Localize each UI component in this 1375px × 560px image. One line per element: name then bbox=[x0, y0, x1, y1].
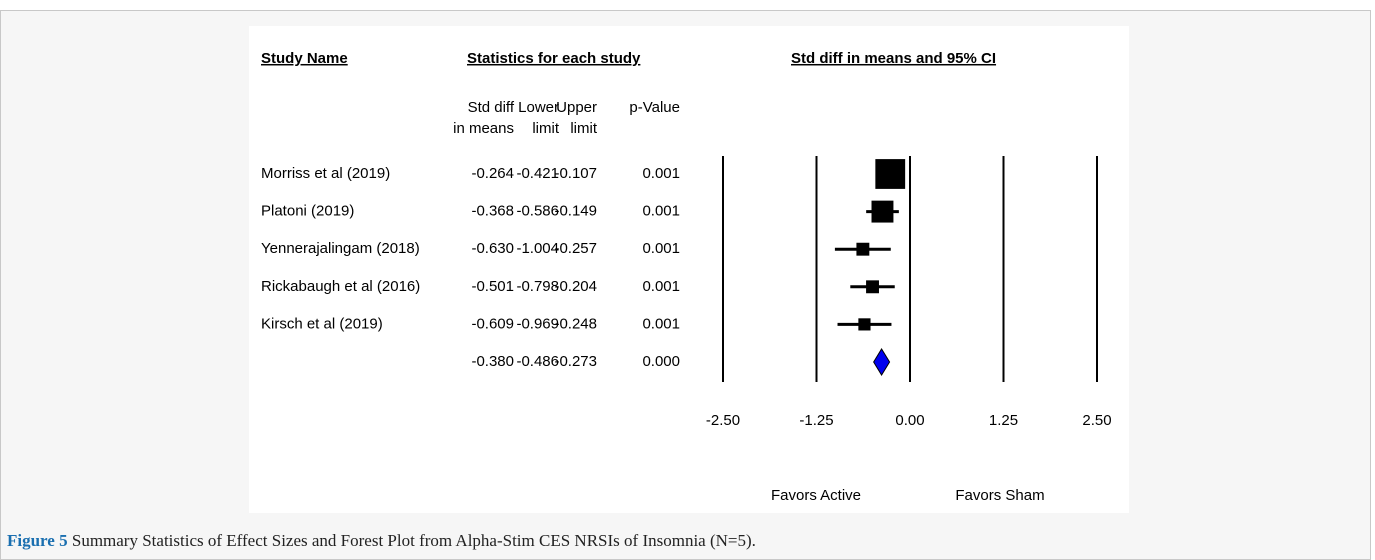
column-header: Lower bbox=[518, 99, 559, 116]
study-name: Rickabaugh et al (2016) bbox=[261, 278, 420, 295]
cell-value: -0.257 bbox=[554, 240, 597, 257]
column-header: limit bbox=[532, 120, 559, 137]
cell-value: 0.000 bbox=[642, 353, 680, 370]
cell-value: -0.609 bbox=[471, 315, 514, 332]
cell-value: 0.001 bbox=[642, 203, 680, 220]
study-name: Platoni (2019) bbox=[261, 203, 354, 220]
cell-value: 0.001 bbox=[642, 315, 680, 332]
cell-value: -0.204 bbox=[554, 278, 597, 295]
column-header: Upper bbox=[556, 99, 597, 116]
effect-square bbox=[858, 318, 871, 331]
favors-label: Favors Sham bbox=[955, 487, 1044, 504]
favors-label: Favors Active bbox=[771, 487, 861, 504]
cell-value: -0.107 bbox=[554, 165, 597, 182]
cell-value: -0.421 bbox=[516, 165, 559, 182]
cell-value: -0.368 bbox=[471, 203, 514, 220]
cell-value: -0.501 bbox=[471, 278, 514, 295]
cell-value: -0.149 bbox=[554, 203, 597, 220]
study-name: Morriss et al (2019) bbox=[261, 165, 390, 182]
cell-value: -0.969 bbox=[516, 315, 559, 332]
cell-value: -0.264 bbox=[471, 165, 514, 182]
caption-label: Figure 5 bbox=[7, 531, 68, 550]
cell-value: 0.001 bbox=[642, 278, 680, 295]
cell-value: 0.001 bbox=[642, 165, 680, 182]
x-tick-label: 0.00 bbox=[895, 412, 924, 429]
cell-value: -0.273 bbox=[554, 353, 597, 370]
header: Std diff in means and 95% CI bbox=[791, 50, 996, 67]
cell-value: -0.798 bbox=[516, 278, 559, 295]
column-header: Std diff bbox=[468, 99, 515, 116]
x-tick-label: -2.50 bbox=[706, 412, 740, 429]
study-name: Yennerajalingam (2018) bbox=[261, 240, 420, 257]
column-header: in means bbox=[453, 120, 514, 137]
column-header: p-Value bbox=[629, 99, 680, 116]
cell-value: -0.630 bbox=[471, 240, 514, 257]
caption-text: Summary Statistics of Effect Sizes and F… bbox=[67, 531, 756, 550]
header: Study Name bbox=[261, 50, 348, 67]
x-tick-label: 1.25 bbox=[989, 412, 1018, 429]
effect-square bbox=[866, 280, 879, 294]
study-name: Kirsch et al (2019) bbox=[261, 315, 383, 332]
cell-value: 0.001 bbox=[642, 240, 680, 257]
cell-value: -0.248 bbox=[554, 315, 597, 332]
effect-square bbox=[871, 200, 894, 223]
summary-diamond bbox=[873, 348, 891, 376]
cell-value: -0.586 bbox=[516, 203, 559, 220]
column-header: limit bbox=[570, 120, 597, 137]
cell-value: -0.380 bbox=[471, 353, 514, 370]
x-tick-label: -1.25 bbox=[799, 412, 833, 429]
header: Statistics for each study bbox=[467, 50, 641, 67]
caption: Figure 5 Summary Statistics of Effect Si… bbox=[7, 531, 756, 551]
chart: Study Name Statistics for each study Std… bbox=[249, 26, 1129, 513]
figure-frame: Study Name Statistics for each study Std… bbox=[0, 10, 1371, 560]
x-tick-label: 2.50 bbox=[1082, 412, 1111, 429]
effect-square bbox=[875, 159, 906, 189]
cell-value: -0.486 bbox=[516, 353, 559, 370]
effect-square bbox=[856, 242, 870, 256]
cell-value: -1.004 bbox=[516, 240, 559, 257]
